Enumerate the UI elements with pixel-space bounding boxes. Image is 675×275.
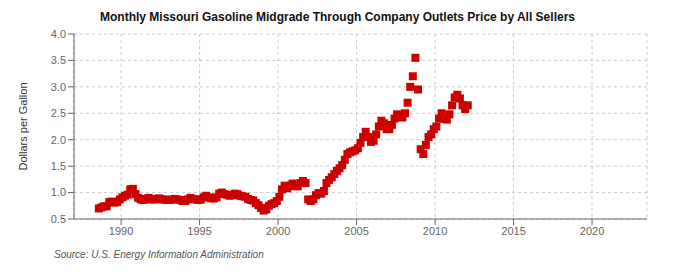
svg-text:2.5: 2.5 <box>51 107 66 119</box>
svg-text:1.0: 1.0 <box>51 186 66 198</box>
svg-text:1.5: 1.5 <box>51 160 66 172</box>
svg-text:2000: 2000 <box>266 225 290 237</box>
svg-text:Dollars per Gallon: Dollars per Gallon <box>17 82 29 170</box>
svg-text:3.5: 3.5 <box>51 54 66 66</box>
svg-text:2005: 2005 <box>344 225 368 237</box>
html-text:Source: U.S. Energy Informatio: Source: U.S. Energy Information Administ… <box>54 249 264 260</box>
svg-text:1990: 1990 <box>109 225 133 237</box>
svg-text:2015: 2015 <box>501 225 525 237</box>
svg-text:0.5: 0.5 <box>51 213 66 225</box>
html-text:Monthly Missouri Gasoline Midg: Monthly Missouri Gasoline Midgrade Throu… <box>100 10 575 24</box>
svg-text:2010: 2010 <box>423 225 447 237</box>
svg-text:1995: 1995 <box>187 225 211 237</box>
svg-text:2020: 2020 <box>580 225 604 237</box>
svg-text:2.0: 2.0 <box>51 134 66 146</box>
svg-text:4.0: 4.0 <box>51 28 66 40</box>
svg-text:3.0: 3.0 <box>51 81 66 93</box>
